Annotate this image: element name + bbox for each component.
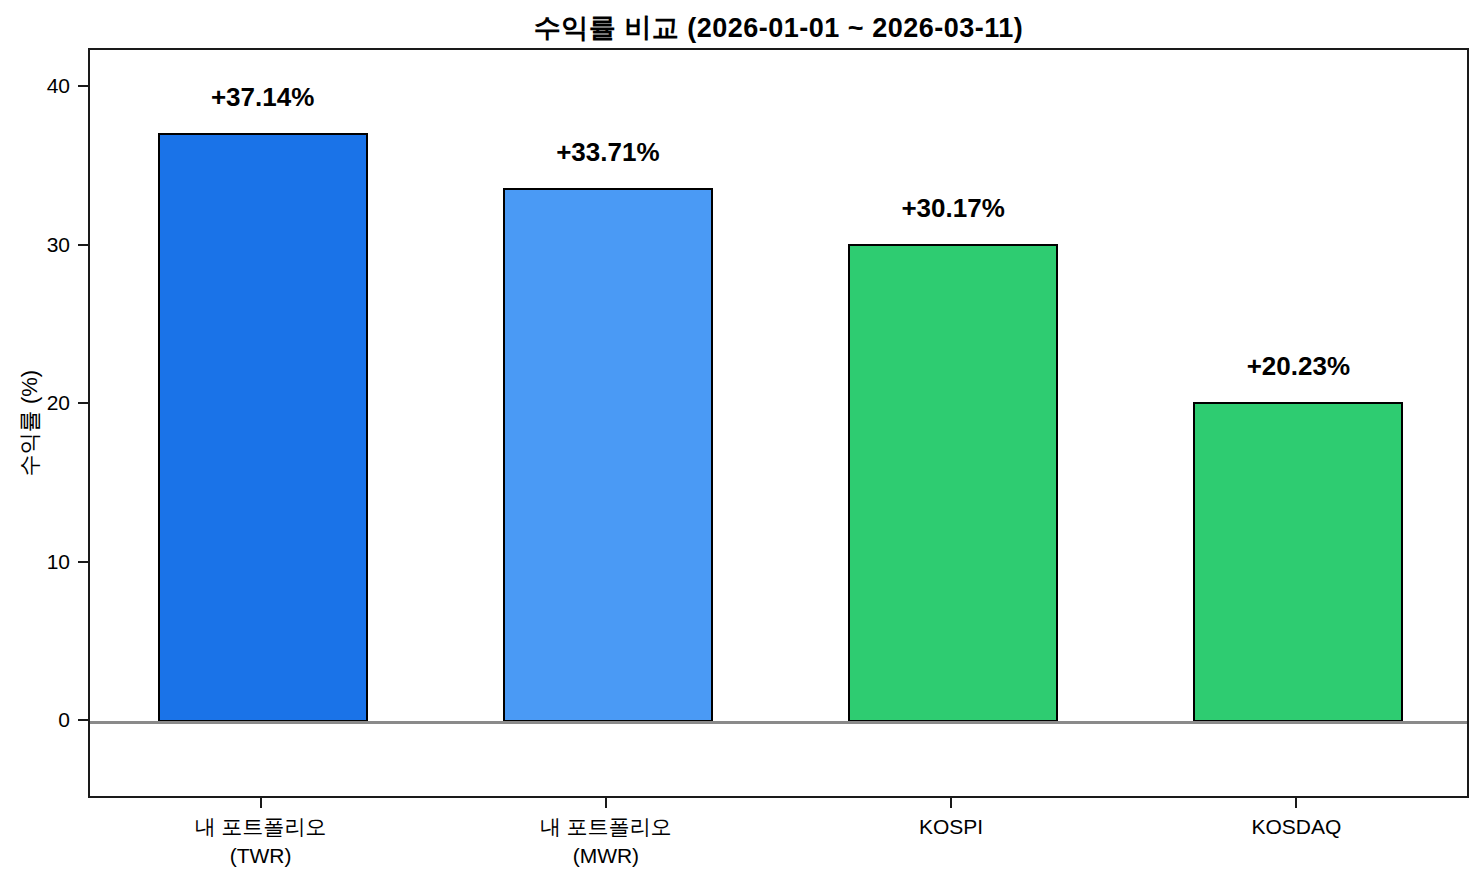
x-tick-label: KOSPI [776,812,1126,841]
x-tick-mark [605,798,607,808]
y-tick-label: 30 [0,232,70,258]
bar-KOSPI [848,244,1058,722]
x-tick-label: 내 포트폴리오 (TWR) [86,812,436,870]
y-tick-mark [78,561,88,563]
y-tick-mark [78,85,88,87]
y-tick-mark [78,244,88,246]
chart-title: 수익률 비교 (2026-01-01 ~ 2026-03-11) [88,10,1469,46]
bar-value-label: +30.17% [778,193,1128,224]
plot-area: +37.14%+33.71%+30.17%+20.23% [88,48,1469,798]
bar-내 포트폴리오 [503,188,713,723]
y-tick-label: 40 [0,73,70,99]
y-axis-label: 수익률 (%) [15,370,45,476]
y-tick-label: 10 [0,549,70,575]
bar-value-label: +37.14% [88,82,438,113]
zero-line [90,721,1467,724]
x-tick-mark [1295,798,1297,808]
y-tick-label: 0 [0,707,70,733]
x-tick-label: KOSDAQ [1121,812,1471,841]
bar-value-label: +33.71% [433,137,783,168]
y-tick-label: 20 [0,390,70,416]
y-tick-mark [78,402,88,404]
bar-내 포트폴리오 [158,133,368,722]
bar-chart-figure: 수익률 비교 (2026-01-01 ~ 2026-03-11) 수익률 (%)… [0,0,1484,883]
bar-KOSDAQ [1193,402,1403,723]
x-tick-mark [260,798,262,808]
y-tick-mark [78,719,88,721]
x-tick-mark [950,798,952,808]
x-tick-label: 내 포트폴리오 (MWR) [431,812,781,870]
bar-value-label: +20.23% [1123,351,1473,382]
